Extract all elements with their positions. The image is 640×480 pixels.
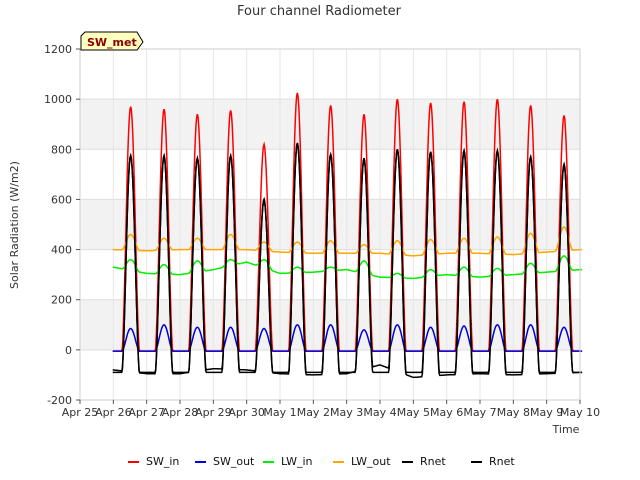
x-tick-label: May 3 bbox=[330, 406, 363, 419]
band bbox=[80, 199, 580, 250]
y-axis-ticks: -200 0 200 400 600 800 1000 1200 bbox=[44, 43, 80, 407]
x-tick-label: May 7 bbox=[463, 406, 496, 419]
x-tick-label: May 4 bbox=[363, 406, 396, 419]
legend-item-sw-out: SW_out bbox=[195, 455, 255, 468]
y-tick-label: 1000 bbox=[44, 93, 72, 106]
legend-label: Rnet bbox=[420, 455, 446, 468]
y-tick-label: 800 bbox=[51, 143, 72, 156]
x-tick-label: May 8 bbox=[497, 406, 530, 419]
legend-label: SW_in bbox=[146, 455, 179, 468]
legend-item-lw-in: LW_in bbox=[263, 455, 313, 468]
badge: SW_met bbox=[80, 31, 144, 51]
x-tick-label: Apr 26 bbox=[95, 406, 132, 419]
x-tick-label: Apr 29 bbox=[195, 406, 232, 419]
y-tick-label: 0 bbox=[65, 344, 72, 357]
legend-label: SW_out bbox=[213, 455, 255, 468]
badge-label: SW_met bbox=[87, 36, 137, 49]
plot-frame bbox=[79, 48, 581, 401]
legend-label: Rnet bbox=[489, 455, 515, 468]
badge-box bbox=[80, 31, 144, 51]
x-tick-label: Apr 25 bbox=[62, 406, 99, 419]
plot-border bbox=[79, 48, 581, 401]
x-axis-label: Time bbox=[552, 423, 580, 436]
legend-item-lw-out: LW_out bbox=[333, 455, 391, 468]
series-line-lw-out bbox=[112, 226, 583, 257]
x-tick-label: Apr 30 bbox=[228, 406, 265, 419]
legend: SW_in SW_out LW_in LW_out Rnet Rnet bbox=[128, 455, 515, 468]
x-tick-label: May 9 bbox=[530, 406, 563, 419]
x-tick-label: May 5 bbox=[397, 406, 430, 419]
y-axis-label: Solar Radiation (W/m2) bbox=[8, 161, 21, 289]
x-tick-label: Apr 27 bbox=[128, 406, 165, 419]
x-tick-label: May 2 bbox=[297, 406, 330, 419]
y-tick-label: 600 bbox=[51, 193, 72, 206]
chart-title: Four channel Radiometer bbox=[237, 4, 402, 19]
legend-item-sw-in: SW_in bbox=[128, 455, 179, 468]
y-tick-label: 400 bbox=[51, 244, 72, 257]
x-tick-label: Apr 28 bbox=[162, 406, 199, 419]
legend-item-rnet: Rnet bbox=[471, 455, 515, 468]
legend-label: LW_in bbox=[281, 455, 313, 468]
x-tick-label: May 6 bbox=[430, 406, 463, 419]
legend-item-rnet: Rnet bbox=[402, 455, 446, 468]
series-lines bbox=[112, 92, 583, 379]
legend-label: LW_out bbox=[351, 455, 391, 468]
x-tick-label: May 1 bbox=[263, 406, 296, 419]
y-tick-label: 200 bbox=[51, 294, 72, 307]
series-line-lw-in bbox=[112, 255, 583, 280]
y-tick-label: -200 bbox=[47, 394, 72, 407]
series-line-rnet bbox=[112, 142, 583, 374]
x-tick-label: May 10 bbox=[560, 406, 600, 419]
y-tick-label: 1200 bbox=[44, 43, 72, 56]
